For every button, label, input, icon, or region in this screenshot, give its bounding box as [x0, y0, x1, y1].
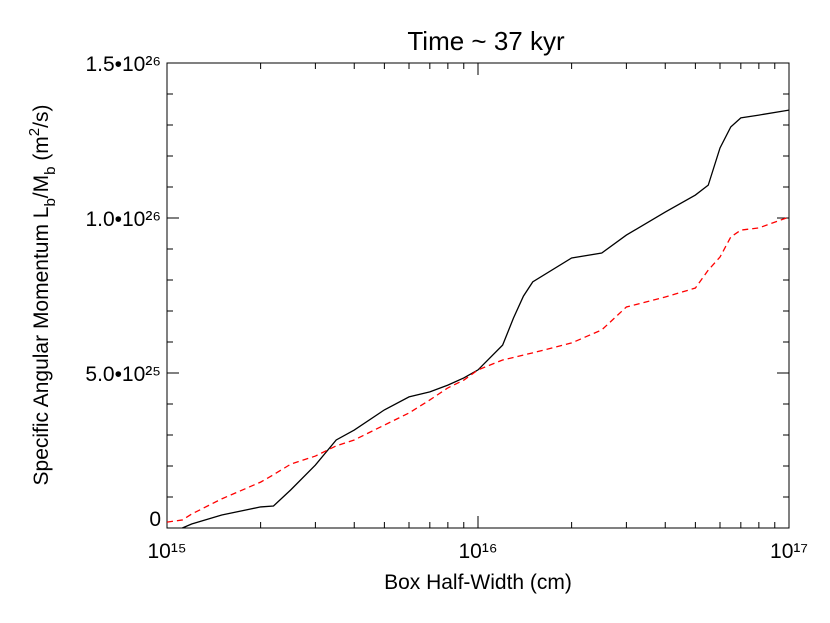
x-tick-label: 10¹⁶	[459, 540, 498, 563]
y-tick-label: 1.0•10²⁶	[85, 208, 161, 231]
y-axis-label-part: b	[42, 198, 59, 206]
y-axis-label-part: b	[42, 167, 59, 175]
plot-frame	[166, 62, 790, 529]
chart-title: Time ~ 37 kyr	[407, 26, 565, 56]
x-tick-label: 10¹⁷	[770, 540, 808, 563]
y-axis-label-part: 2	[26, 128, 43, 136]
y-tick-label: 1.5•10²⁶	[85, 53, 161, 76]
y-tick-label: 0	[149, 508, 161, 531]
y-axis-label-part: Specific Angular Momentum L	[30, 207, 53, 486]
y-axis-label: Specific Angular Momentum Lb/Mb (m2/s)	[26, 105, 59, 486]
y-axis-label-part: /s)	[30, 105, 53, 128]
x-tick-label: 10¹⁵	[147, 540, 186, 563]
x-axis-label: Box Half-Width (cm)	[384, 571, 572, 594]
y-tick-label: 5.0•10²⁵	[85, 363, 161, 386]
y-axis-label-part: /M	[30, 175, 53, 198]
series-line	[182, 109, 789, 529]
y-axis-label-part: (m	[30, 136, 53, 166]
